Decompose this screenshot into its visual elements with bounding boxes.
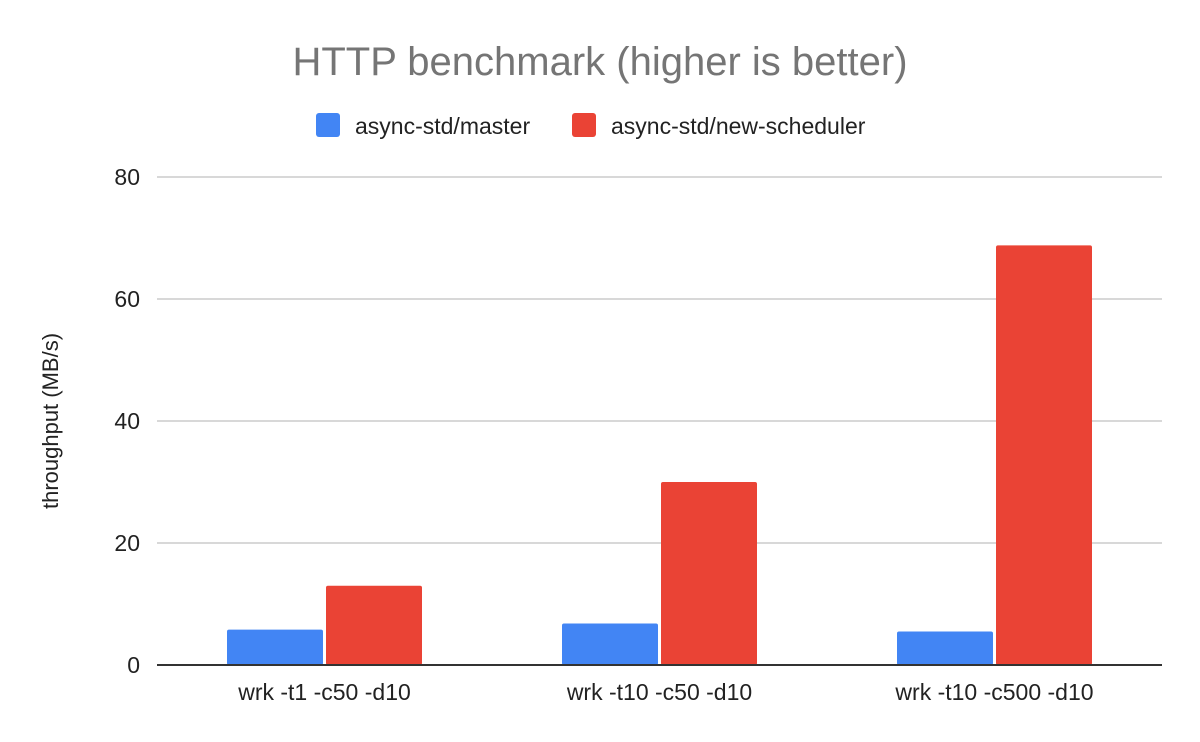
x-tick-labels: wrk -t1 -c50 -d10 wrk -t10 -c50 -d10 wrk -… <box>237 679 1093 705</box>
y-tick-label: 40 <box>114 408 140 434</box>
x-tick-label: wrk -t10 -c50 -d10 <box>566 679 752 705</box>
x-tick-label: wrk -t10 -c500 -d10 <box>894 679 1093 705</box>
y-tick-label: 0 <box>127 652 140 678</box>
bar-series-0-category-2 <box>897 631 993 665</box>
bar-series-1-category-0 <box>326 585 422 665</box>
bar-series-0-category-0 <box>227 629 323 665</box>
bar-series-1-category-1 <box>661 482 757 665</box>
legend-swatch-new-scheduler <box>572 113 596 137</box>
y-tick-label: 20 <box>114 530 140 556</box>
x-tick-label: wrk -t1 -c50 -d10 <box>237 679 411 705</box>
y-tick-label: 80 <box>114 164 140 190</box>
bar-series-1-category-2 <box>996 245 1092 665</box>
bars <box>227 245 1092 665</box>
legend-label-master: async-std/master <box>355 113 530 139</box>
legend: async-std/master async-std/new-scheduler <box>316 113 866 139</box>
gridlines: 0 20 40 60 80 <box>114 164 1162 678</box>
chart-title: HTTP benchmark (higher is better) <box>292 40 907 84</box>
y-axis-title: throughput (MB/s) <box>38 333 63 509</box>
legend-swatch-master <box>316 113 340 137</box>
legend-label-new-scheduler: async-std/new-scheduler <box>611 113 866 139</box>
bar-series-0-category-1 <box>562 623 658 665</box>
y-tick-label: 60 <box>114 286 140 312</box>
